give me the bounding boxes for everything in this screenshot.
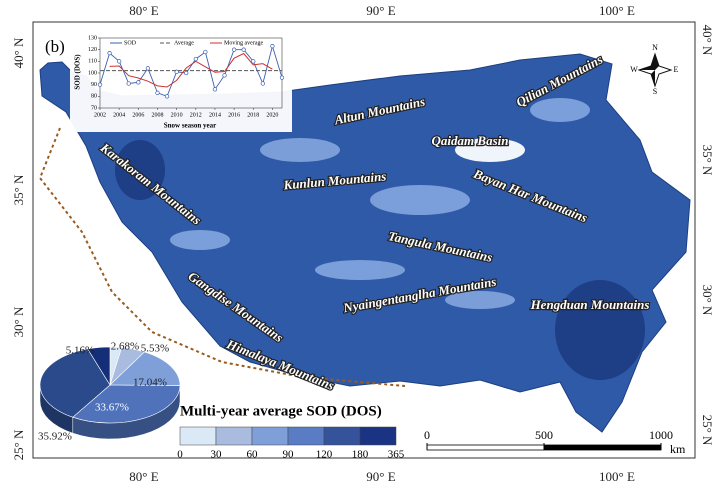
pie-label: 2.68% [111,341,139,353]
pie-label: 35.92% [38,431,72,443]
scale-unit: km [670,442,686,456]
y-tick-label: 80 [91,94,97,100]
x-tick-label: 2020 [266,112,278,118]
lat-label: 30° N [11,306,26,337]
legend-swatch [216,427,252,445]
x-tick-label: 2012 [190,112,202,118]
x-tick-label: 2018 [247,112,259,118]
scale-label: 1000 [649,428,673,442]
x-tick-label: 2014 [209,112,221,118]
place-label: Hengduan Mountains [530,297,650,312]
data-point [117,60,121,64]
data-point [184,71,188,75]
y-tick-label: 100 [88,70,97,76]
lat-label: 25° N [700,415,715,446]
data-point [261,82,265,86]
x-tick-label: 2006 [132,112,144,118]
lat-label: 25° N [11,429,26,460]
x-tick-label: 2010 [171,112,183,118]
scale-segment [427,445,544,450]
legend-break-label: 120 [316,449,333,461]
lon-label: 100° E [599,469,635,484]
legend-label: SOD [124,40,137,46]
data-point [242,48,246,52]
y-tick-label: 110 [88,59,97,65]
legend-swatch [252,427,288,445]
map-figure: (b) 80° E 90° E 100° E 80° E 90° E 100° … [0,0,717,491]
y-tick-label: 70 [91,105,97,111]
panel-label: (b) [45,37,65,56]
data-point [146,67,150,71]
scale-label: 0 [424,428,430,442]
legend-break-label: 30 [211,449,223,461]
data-point [204,50,208,54]
legend-break-label: 180 [352,449,369,461]
pie-label: 33.67% [95,402,129,414]
lat-label: 30° N [700,285,715,316]
lat-label: 40° N [11,37,26,68]
y-axis-label: SOD (DOS) [74,54,82,90]
lon-label: 90° E [366,3,395,18]
lon-label: 100° E [599,3,635,18]
page: {"panel_label": "(b)", "graticule": {"to… [0,0,717,491]
y-tick-label: 130 [88,35,97,41]
legend-swatch [360,427,396,445]
legend-break-label: 365 [388,449,405,461]
x-tick-label: 2002 [94,112,106,118]
x-tick-label: 2008 [151,112,163,118]
lon-label: 80° E [129,469,158,484]
data-point [108,51,112,55]
data-point [271,44,275,48]
scale-segment [544,445,661,450]
pie-label: 5.16% [66,345,94,357]
data-point [223,74,227,78]
x-tick-label: 2016 [228,112,240,118]
place-label: Qaidam Basin [432,133,509,148]
x-axis-label: Snow season year [164,122,217,130]
data-point [280,76,284,80]
legend-label: Average [174,40,194,46]
legend-swatch [180,427,216,445]
y-tick-label: 120 [88,47,97,53]
legend-break-label: 60 [247,449,259,461]
lon-label: 90° E [366,469,395,484]
data-point [213,88,217,92]
data-point [194,57,198,61]
scale-label: 500 [535,428,553,442]
compass-label: E [674,65,679,74]
legend-label: Moving average [224,40,263,46]
legend-swatch [324,427,360,445]
legend-break-label: 0 [177,449,183,461]
compass-label: W [630,65,638,74]
legend-swatch [288,427,324,445]
data-point [98,83,102,87]
pie-label: 5.53% [141,343,169,355]
pie-label: 17.04% [133,377,167,389]
y-tick-label: 90 [91,82,97,88]
legend-title: Multi-year average SOD (DOS) [180,403,382,419]
lat-label: 35° N [11,174,26,205]
x-tick-label: 2004 [113,112,125,118]
data-point [165,95,169,99]
lat-label: 40° N [700,25,715,56]
legend-break-label: 90 [283,449,295,461]
data-point [127,82,131,86]
data-point [156,91,160,95]
compass-label: S [653,87,657,96]
lat-label: 35° N [700,145,715,176]
data-point [137,81,141,85]
lon-label: 80° E [129,3,158,18]
compass-label: N [652,43,658,52]
data-point [232,48,236,52]
